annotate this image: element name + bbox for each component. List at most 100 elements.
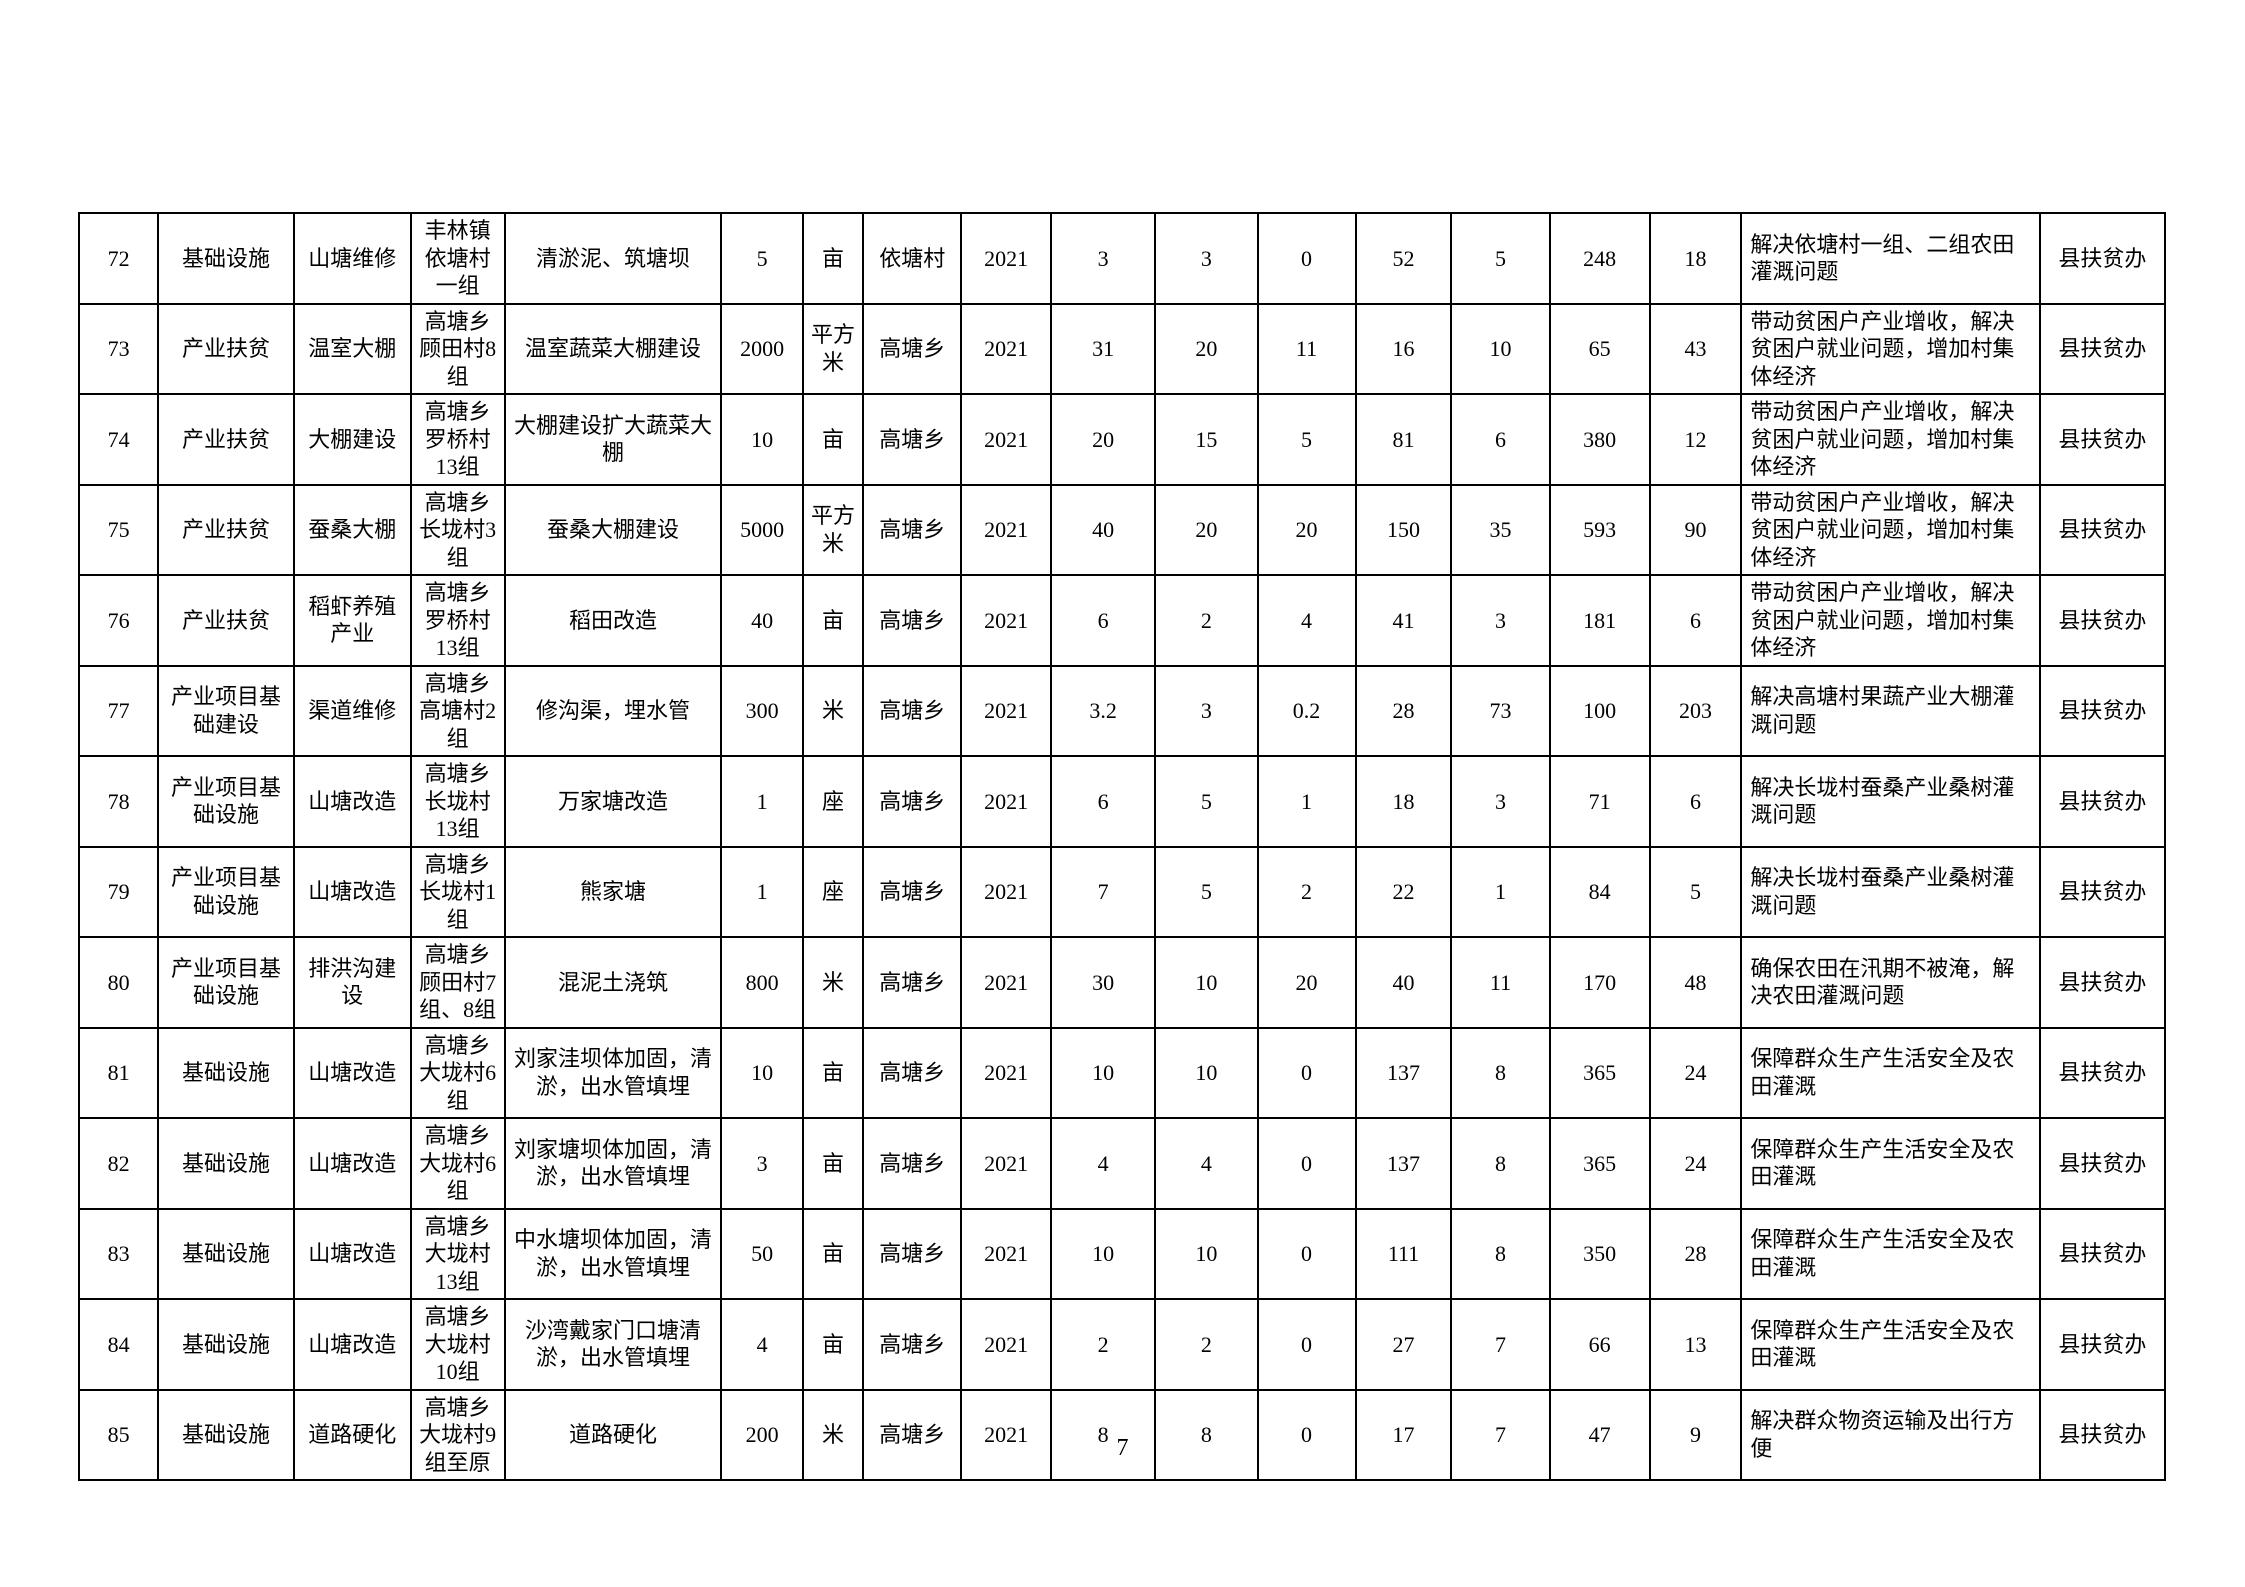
table-cell: 高塘乡 bbox=[862, 393, 963, 486]
table-cell: 84 bbox=[77, 1298, 160, 1391]
table-cell: 0 bbox=[1256, 1026, 1357, 1119]
table-cell: 高塘乡 bbox=[862, 302, 963, 395]
table-cell: 亩 bbox=[801, 574, 865, 667]
table-cell: 丰林镇依塘村一组 bbox=[409, 212, 506, 305]
table-cell: 2021 bbox=[960, 1026, 1052, 1119]
table-cell: 座 bbox=[801, 755, 865, 848]
table-cell: 山塘维修 bbox=[292, 212, 412, 305]
table-cell: 1 bbox=[1450, 845, 1551, 938]
table-cell: 0 bbox=[1256, 212, 1357, 305]
table-cell: 高塘乡 bbox=[862, 845, 963, 938]
table-cell: 50 bbox=[720, 1207, 804, 1300]
table-cell: 137 bbox=[1354, 1026, 1453, 1119]
table-cell: 高塘乡大垅村6组 bbox=[409, 1117, 506, 1210]
table-cell: 混泥土浇筑 bbox=[503, 936, 723, 1029]
table-cell: 2 bbox=[1154, 1298, 1259, 1391]
table-cell: 66 bbox=[1548, 1298, 1651, 1391]
table-row: 84 基础设施 山塘改造 高塘乡大垅村10组 沙湾戴家门口塘清淤，出水管填埋 4 亩高塘乡 2… bbox=[77, 1298, 2167, 1391]
table-cell: 基础设施 bbox=[157, 1388, 295, 1481]
project-table-body: 72 基础设施 山塘维修 丰林镇依塘村一组 清淤泥、筑塘坝 5 亩依塘村 2021 3 3 0 52 5… bbox=[77, 212, 2167, 1481]
table-cell: 基础设施 bbox=[157, 1117, 295, 1210]
table-cell: 高塘乡大垅村10组 bbox=[409, 1298, 506, 1391]
table-cell: 5 bbox=[1154, 755, 1259, 848]
table-cell: 2021 bbox=[960, 936, 1052, 1029]
table-cell: 8 bbox=[1049, 1388, 1157, 1481]
table-cell: 确保农田在汛期不被淹，解决农田灌溉问题 bbox=[1740, 936, 2041, 1029]
table-cell: 5 bbox=[1154, 845, 1259, 938]
table-cell: 高塘乡 bbox=[862, 664, 963, 757]
table-cell: 保障群众生产生活安全及农田灌溉 bbox=[1740, 1207, 2041, 1300]
table-row: 83 基础设施 山塘改造 高塘乡大垅村13组 中水塘坝体加固，清淤，出水管填埋 50 亩高塘… bbox=[77, 1207, 2167, 1300]
table-cell: 道路硬化 bbox=[503, 1388, 723, 1481]
table-cell: 300 bbox=[720, 664, 804, 757]
table-cell: 基础设施 bbox=[157, 1298, 295, 1391]
table-cell: 365 bbox=[1548, 1117, 1651, 1210]
table-cell: 温室大棚 bbox=[292, 302, 412, 395]
table-cell: 20 bbox=[1256, 483, 1357, 576]
table-cell: 83 bbox=[77, 1207, 160, 1300]
table-cell: 111 bbox=[1354, 1207, 1453, 1300]
table-cell: 亩 bbox=[801, 1026, 865, 1119]
table-cell: 解决长垅村蚕桑产业桑树灌溉问题 bbox=[1740, 755, 2041, 848]
table-cell: 0 bbox=[1256, 1117, 1357, 1210]
table-cell: 100 bbox=[1548, 664, 1651, 757]
table-cell: 2021 bbox=[960, 574, 1052, 667]
table-cell: 72 bbox=[77, 212, 160, 305]
table-cell: 1 bbox=[720, 755, 804, 848]
table-cell: 2 bbox=[1154, 574, 1259, 667]
table-cell: 山塘改造 bbox=[292, 845, 412, 938]
table-cell: 2021 bbox=[960, 1298, 1052, 1391]
table-cell: 52 bbox=[1354, 212, 1453, 305]
table-cell: 80 bbox=[77, 936, 160, 1029]
table-cell: 蚕桑大棚建设 bbox=[503, 483, 723, 576]
table-cell: 中水塘坝体加固，清淤，出水管填埋 bbox=[503, 1207, 723, 1300]
table-cell: 10 bbox=[1154, 1207, 1259, 1300]
table-cell: 3 bbox=[1450, 574, 1551, 667]
table-cell: 山塘改造 bbox=[292, 1298, 412, 1391]
table-cell: 10 bbox=[1049, 1026, 1157, 1119]
table-cell: 温室蔬菜大棚建设 bbox=[503, 302, 723, 395]
table-cell: 5 bbox=[720, 212, 804, 305]
table-cell: 8 bbox=[1450, 1026, 1551, 1119]
table-cell: 解决高塘村果蔬产业大棚灌溉问题 bbox=[1740, 664, 2041, 757]
table-cell: 米 bbox=[801, 1388, 865, 1481]
table-cell: 刘家塘坝体加固，清淤，出水管填埋 bbox=[503, 1117, 723, 1210]
table-cell: 高塘乡顾田村8组 bbox=[409, 302, 506, 395]
table-cell: 亩 bbox=[801, 212, 865, 305]
table-cell: 20 bbox=[1154, 483, 1259, 576]
table-cell: 28 bbox=[1354, 664, 1453, 757]
table-cell: 0 bbox=[1256, 1298, 1357, 1391]
table-cell: 米 bbox=[801, 664, 865, 757]
table-cell: 高塘乡大垅村6组 bbox=[409, 1026, 506, 1119]
table-cell: 基础设施 bbox=[157, 212, 295, 305]
table-row: 82 基础设施 山塘改造 高塘乡大垅村6组 刘家塘坝体加固，清淤，出水管填埋 3 亩高塘乡 2… bbox=[77, 1117, 2167, 1210]
table-cell: 高塘乡 bbox=[862, 574, 963, 667]
table-cell: 高塘乡大垅村13组 bbox=[409, 1207, 506, 1300]
table-cell: 县扶贫办 bbox=[2038, 1298, 2167, 1391]
table-cell: 20 bbox=[1049, 393, 1157, 486]
table-cell: 8 bbox=[1154, 1388, 1259, 1481]
table-cell: 2021 bbox=[960, 1117, 1052, 1210]
table-cell: 77 bbox=[77, 664, 160, 757]
table-cell: 10 bbox=[1154, 1026, 1259, 1119]
table-row: 85 基础设施 道路硬化 高塘乡大垅村9组至原 道路硬化 200 米高塘乡 2021 8 8 0 17… bbox=[77, 1388, 2167, 1481]
table-cell: 5 bbox=[1450, 212, 1551, 305]
table-cell: 65 bbox=[1548, 302, 1651, 395]
table-cell: 米 bbox=[801, 936, 865, 1029]
table-cell: 40 bbox=[1354, 936, 1453, 1029]
table-row: 75 产业扶贫 蚕桑大棚 高塘乡长垅村3组 蚕桑大棚建设 5000 平方米 高塘乡 2021 40… bbox=[77, 483, 2167, 576]
table-cell: 座 bbox=[801, 845, 865, 938]
table-cell: 350 bbox=[1548, 1207, 1651, 1300]
table-cell: 排洪沟建设 bbox=[292, 936, 412, 1029]
table-cell: 带动贫困户产业增收，解决贫困户就业问题，增加村集体经济 bbox=[1740, 393, 2041, 486]
table-cell: 4 bbox=[1154, 1117, 1259, 1210]
table-cell: 产业项目基础设施 bbox=[157, 755, 295, 848]
table-cell: 山塘改造 bbox=[292, 1117, 412, 1210]
table-cell: 县扶贫办 bbox=[2038, 1117, 2167, 1210]
table-cell: 4 bbox=[720, 1298, 804, 1391]
table-cell: 沙湾戴家门口塘清淤，出水管填埋 bbox=[503, 1298, 723, 1391]
table-row: 77 产业项目基础建设 渠道维修 高塘乡高塘村2组 修沟渠，埋水管 300 米高塘乡 2021… bbox=[77, 664, 2167, 757]
table-cell: 5 bbox=[1256, 393, 1357, 486]
table-cell: 41 bbox=[1354, 574, 1453, 667]
